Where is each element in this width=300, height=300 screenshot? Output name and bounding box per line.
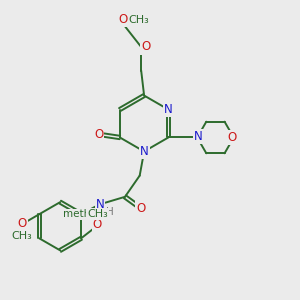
Text: O: O (136, 202, 146, 214)
Text: N: N (140, 145, 148, 158)
Text: O: O (93, 218, 102, 231)
Text: H: H (106, 207, 114, 218)
Text: O: O (119, 14, 128, 26)
Text: O: O (94, 128, 103, 141)
Text: O: O (18, 218, 27, 230)
Text: CH₃: CH₃ (87, 208, 108, 219)
Text: N: N (194, 130, 203, 143)
Text: CH₃: CH₃ (12, 231, 33, 241)
Text: O: O (141, 40, 150, 53)
Text: methoxy: methoxy (63, 209, 109, 219)
Text: N: N (164, 103, 173, 116)
Text: O: O (228, 131, 237, 144)
Text: N: N (96, 198, 104, 211)
Text: CH₃: CH₃ (128, 15, 149, 25)
